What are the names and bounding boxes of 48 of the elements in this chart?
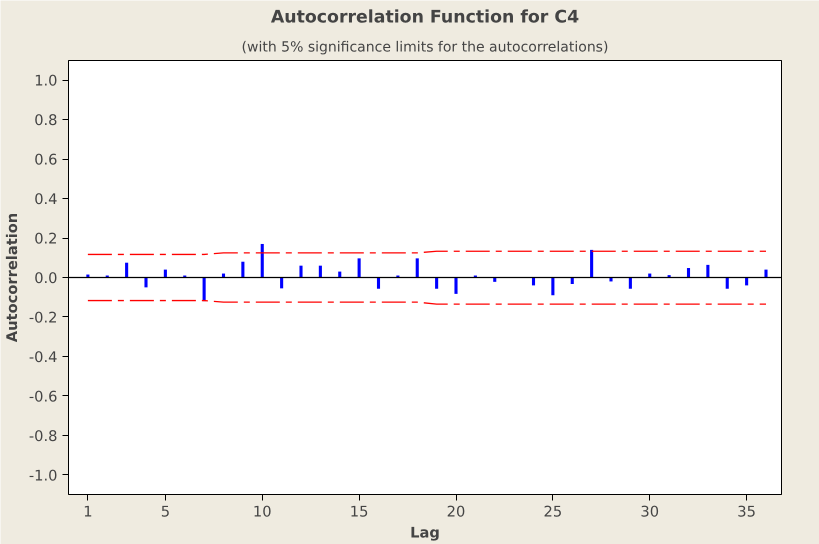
x-tick-label: 25 — [544, 504, 562, 520]
chart-subtitle: (with 5% significance limits for the autocorrelations) — [242, 40, 608, 56]
x-axis-title: Lag — [410, 524, 440, 542]
bar — [202, 278, 206, 302]
x-tick-label: 15 — [350, 504, 368, 520]
y-tick-label: 0.6 — [34, 152, 58, 169]
bar — [338, 272, 342, 278]
y-tick-label: -1.0 — [28, 467, 58, 484]
bar — [551, 278, 554, 296]
chart-title: Autocorrelation Function for C4 — [270, 8, 580, 28]
bar — [376, 278, 380, 289]
y-axis-title: Autocorrelation — [4, 212, 21, 342]
bar — [241, 262, 244, 278]
y-tick-label: -0.6 — [28, 388, 58, 406]
bar — [318, 266, 322, 278]
bar — [764, 270, 768, 278]
bar — [435, 278, 438, 289]
bar — [280, 278, 284, 288]
bar — [590, 250, 594, 278]
x-tick-label: 5 — [160, 504, 170, 520]
bar — [299, 266, 303, 278]
y-tick-label: 0.4 — [34, 191, 58, 208]
x-tick-label: 30 — [640, 504, 660, 520]
y-tick-label: 0.2 — [34, 230, 58, 248]
bar — [454, 278, 458, 294]
bar — [125, 262, 128, 278]
bar — [532, 278, 536, 286]
x-tick-label: 20 — [446, 504, 466, 520]
y-tick-label: -0.2 — [28, 309, 58, 326]
x-tick-label: 10 — [252, 504, 272, 520]
bar — [358, 258, 361, 278]
bar — [726, 278, 729, 289]
y-tick-label: 0.0 — [34, 270, 58, 287]
bar — [628, 278, 632, 289]
bar — [706, 264, 710, 278]
x-tick-label: 1 — [83, 504, 93, 520]
y-tick-label: -0.8 — [28, 428, 58, 445]
y-tick-label: 0.8 — [34, 112, 58, 130]
y-tick-label: -0.4 — [28, 348, 58, 366]
x-tick-label: 35 — [737, 504, 756, 520]
bar — [686, 268, 690, 278]
y-tick-label: 1.0 — [34, 72, 58, 90]
bar — [260, 244, 264, 278]
bar — [164, 270, 167, 278]
bar — [144, 278, 148, 288]
bar — [745, 278, 748, 286]
bar — [416, 258, 419, 278]
bar — [570, 278, 574, 284]
